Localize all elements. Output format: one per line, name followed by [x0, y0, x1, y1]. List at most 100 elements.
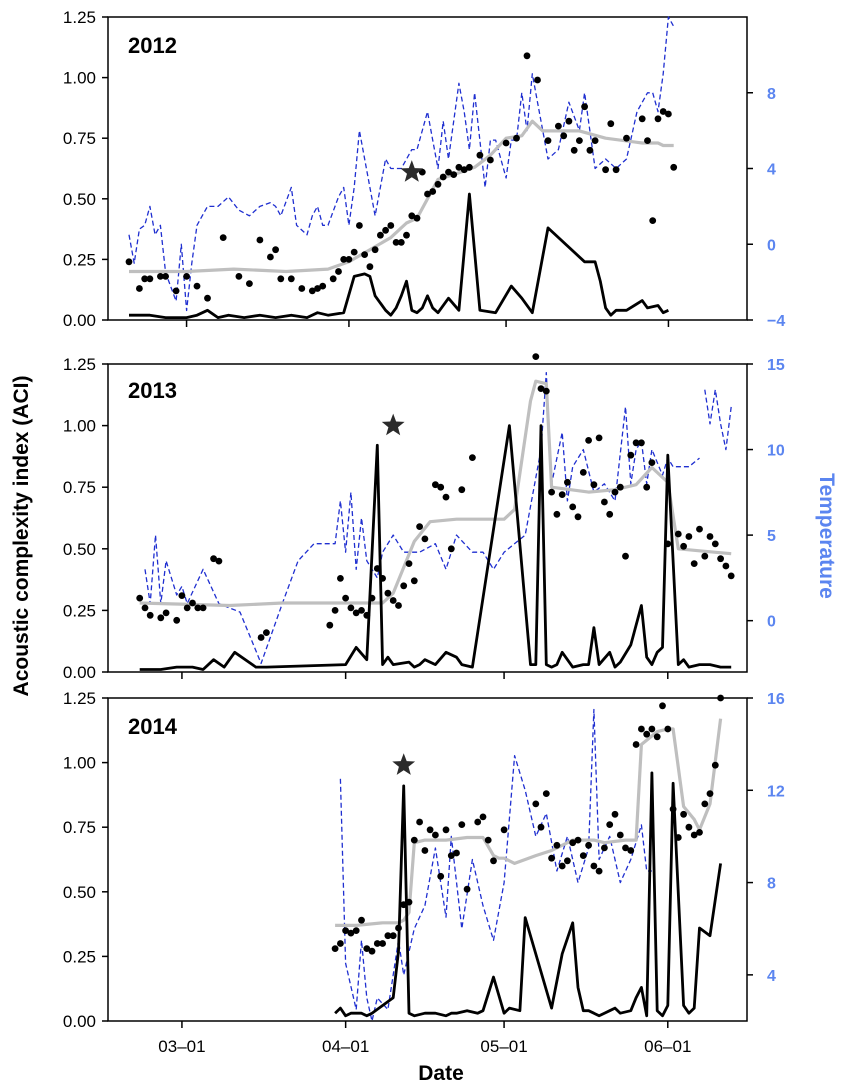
aci-point [263, 629, 270, 636]
aci-point [432, 481, 439, 489]
aci-point [632, 741, 640, 748]
aci-point [314, 285, 321, 292]
aci-point [199, 604, 207, 612]
aci-point [172, 287, 180, 295]
aci-point [490, 857, 497, 865]
aci-point [162, 609, 170, 617]
aci-point [601, 498, 608, 506]
aci-point [701, 552, 709, 560]
aci-point [591, 137, 599, 145]
y2-tick-label: 0 [767, 237, 776, 254]
aci-point [665, 110, 672, 118]
y2-axis: 4 8 12 16 [747, 691, 785, 985]
y-tick-label: 1.00 [63, 754, 96, 773]
aci-point [413, 214, 421, 222]
aci-point [331, 607, 339, 614]
aci-point [706, 533, 714, 540]
aci-point [711, 540, 719, 548]
aci-point [267, 253, 274, 261]
star-marker [400, 160, 424, 182]
y-tick-label: 0.50 [63, 883, 96, 902]
aci-smooth-line [139, 379, 732, 608]
aci-point [277, 275, 285, 283]
aci-point [447, 545, 455, 553]
aci-point [387, 222, 395, 229]
aci-points [136, 353, 735, 641]
plot-frame [107, 16, 748, 321]
aci-points [331, 694, 724, 955]
aci-point [329, 275, 337, 283]
aci-point [595, 867, 603, 875]
aci-point [141, 604, 149, 612]
aci-point [183, 273, 191, 280]
aci-point [632, 439, 640, 447]
daily-aci-line [129, 192, 669, 320]
y-tick-label: 0.00 [63, 663, 96, 682]
aci-point [146, 611, 154, 619]
aci-point [455, 163, 463, 171]
aci-point [458, 486, 466, 494]
aci-point [379, 940, 386, 947]
y-tick-label: 0.75 [63, 818, 96, 837]
y2-tick-label: 12 [767, 783, 785, 800]
aci-point [439, 173, 447, 181]
panel-label-2014: 2014 [128, 714, 178, 739]
panel-2014: 0.00 0.25 0.50 0.75 1.00 1.25 4 8 12 16 03–01 04–01… [63, 689, 785, 1056]
daily-aci-line [334, 771, 722, 1018]
temperature-line [144, 371, 700, 665]
aci-point [558, 862, 566, 870]
aci-point [410, 577, 418, 585]
y-tick-label: 1.25 [63, 8, 96, 27]
aci-point [696, 525, 703, 533]
aci-point [204, 294, 211, 302]
aci-point [623, 134, 630, 142]
y-axis-title: Acoustic complexity index (ACI) [10, 376, 33, 697]
aci-point [382, 226, 389, 234]
y-tick-label: 0.75 [63, 129, 96, 148]
aci-point [392, 239, 400, 246]
aci-point [358, 607, 365, 614]
aci-point [384, 589, 392, 597]
aci-point [638, 439, 645, 447]
aci-point [548, 488, 555, 496]
aci-point [653, 733, 661, 741]
aci-point [717, 694, 724, 702]
aci-point [570, 146, 578, 154]
aci-point [727, 572, 735, 580]
y2-tick-label: 4 [767, 162, 776, 179]
aci-point [649, 217, 657, 225]
aci-point [643, 483, 651, 491]
aci-point [219, 234, 227, 242]
aci-point [611, 488, 619, 496]
daily-aci-line [139, 424, 732, 671]
aci-point [363, 945, 371, 952]
y-tick-label: 0.75 [63, 478, 96, 497]
y2-tick-label: −4 [767, 313, 785, 330]
aci-point [722, 562, 730, 570]
y-tick-label: 1.00 [63, 417, 96, 436]
aci-point [706, 790, 714, 797]
aci-point [463, 885, 471, 893]
aci-point [585, 841, 592, 849]
aci-point [426, 826, 434, 834]
aci-point [644, 137, 651, 145]
aci-point [680, 810, 687, 818]
x-tick-label: 04–01 [322, 1037, 369, 1056]
aci-point [136, 594, 144, 602]
panel-label-2012: 2012 [128, 33, 177, 58]
aci-point [405, 898, 413, 906]
y2-tick-label: 0 [767, 614, 776, 631]
aci-point [342, 927, 349, 934]
aci-point [553, 510, 561, 518]
y-axis: 0.00 0.25 0.50 0.75 1.00 1.25 [63, 689, 108, 1031]
aci-point [696, 829, 703, 836]
aci-point [674, 834, 682, 841]
aci-point [544, 137, 552, 145]
aci-point [235, 273, 243, 280]
aci-point [601, 844, 608, 852]
aci-point [622, 844, 629, 852]
aci-point [612, 166, 620, 174]
aci-point [377, 231, 384, 239]
y-tick-label: 0.25 [63, 947, 96, 966]
aci-point [379, 575, 386, 582]
